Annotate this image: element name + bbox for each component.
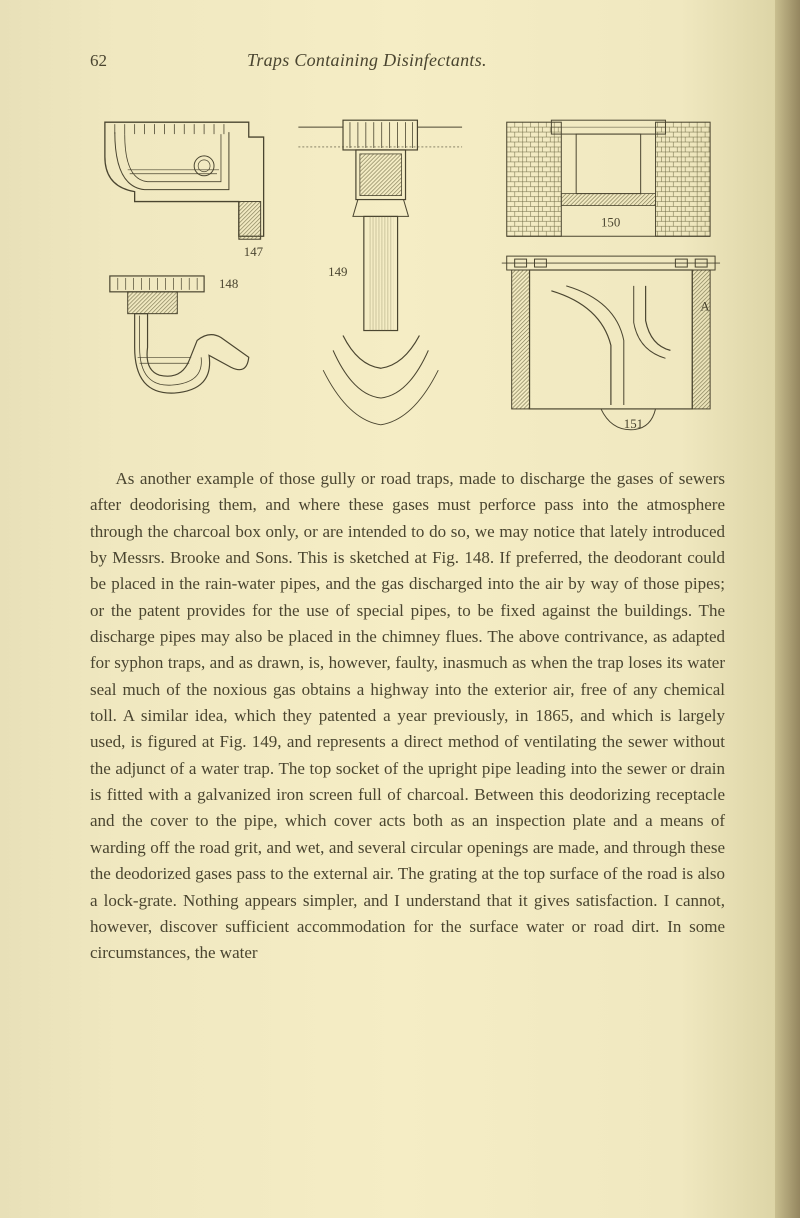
figure-147: 147 <box>105 122 264 259</box>
fig-label-151: 151 <box>624 417 643 431</box>
technical-figures: 147 <box>90 101 725 441</box>
page-header: 62 Traps Containing Disinfectants. <box>90 50 725 71</box>
figure-149: 149 <box>298 120 462 425</box>
page-edge-shadow <box>775 0 800 1218</box>
fig-label-148: 148 <box>219 277 238 291</box>
running-head: Traps Containing Disinfectants. <box>247 50 487 71</box>
figures-area: 147 <box>90 101 725 441</box>
page-number: 62 <box>90 51 107 71</box>
body-paragraph: As another example of those gully or roa… <box>90 466 725 967</box>
fig-letter-a: A <box>700 300 710 314</box>
fig-label-150: 150 <box>601 215 620 229</box>
fig-label-149: 149 <box>328 265 347 279</box>
figure-151: A 151 <box>502 256 720 431</box>
figure-148: 148 <box>110 276 249 393</box>
figure-150: 150 <box>507 120 710 236</box>
fig-label-147: 147 <box>244 245 264 259</box>
